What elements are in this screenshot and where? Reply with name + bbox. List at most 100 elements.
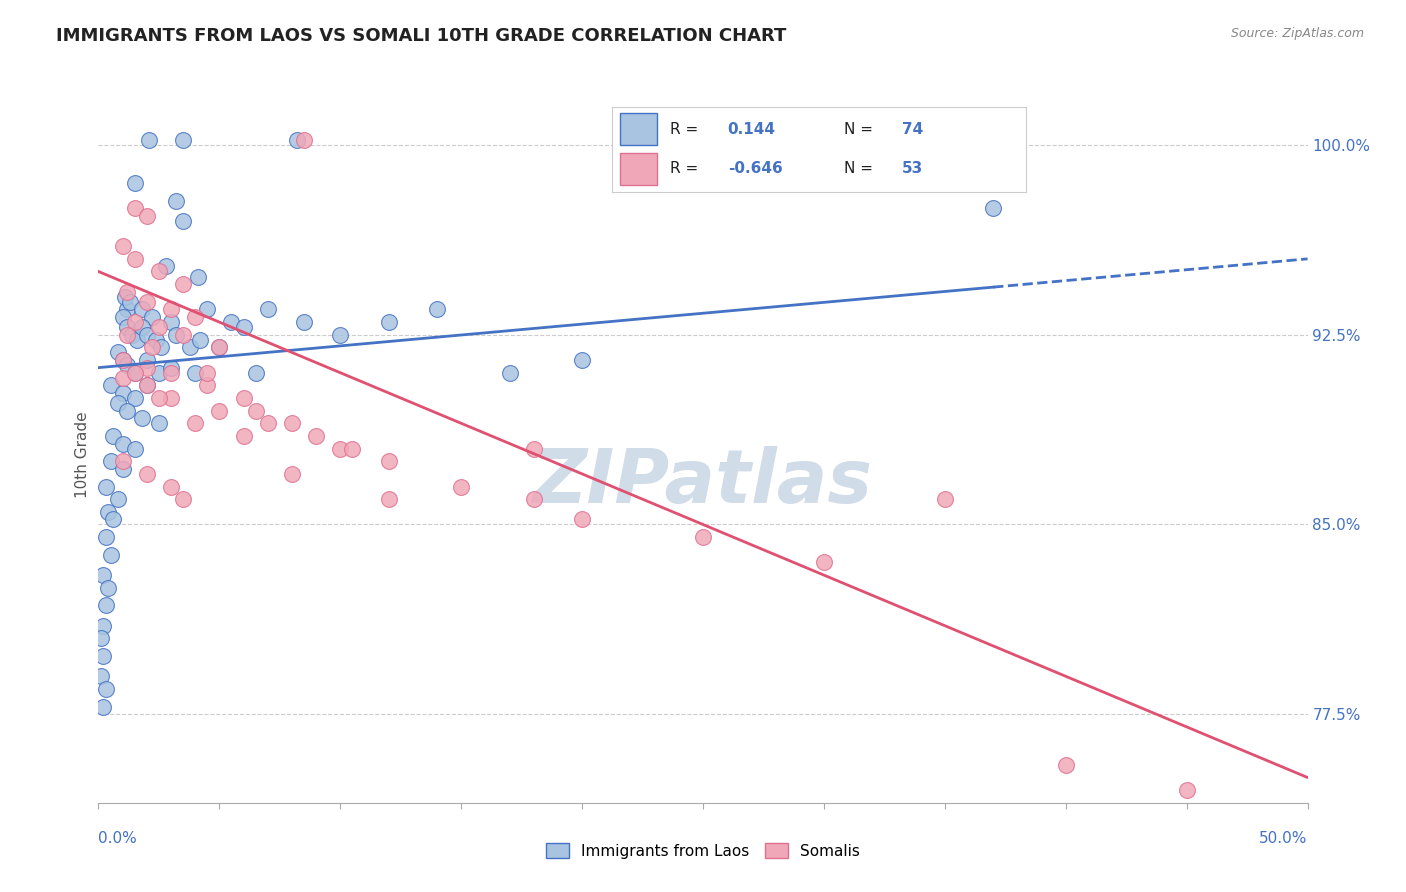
Point: [523, 442, 546, 456]
Point: [91, 618, 114, 632]
Point: [141, 310, 163, 324]
Point: [195, 366, 218, 380]
Point: [426, 302, 449, 317]
Point: [281, 467, 304, 481]
Point: [450, 479, 472, 493]
Point: [172, 133, 194, 147]
Point: [221, 315, 243, 329]
Point: [117, 327, 139, 342]
Text: R =: R =: [669, 121, 697, 136]
Point: [124, 176, 146, 190]
Point: [813, 556, 835, 570]
Point: [256, 302, 278, 317]
Point: [160, 479, 183, 493]
Text: 0.0%: 0.0%: [98, 830, 138, 846]
Point: [256, 417, 278, 431]
Point: [342, 442, 364, 456]
Text: R =: R =: [669, 161, 697, 177]
Point: [114, 290, 136, 304]
Point: [91, 648, 114, 663]
Point: [90, 669, 112, 683]
Point: [148, 417, 170, 431]
Point: [91, 699, 114, 714]
Point: [172, 277, 194, 292]
Point: [208, 340, 231, 354]
Point: [111, 239, 134, 253]
Point: [97, 505, 120, 519]
Point: [135, 378, 157, 392]
Point: [111, 370, 134, 384]
Point: [1175, 783, 1198, 797]
Text: 53: 53: [903, 161, 924, 177]
Point: [160, 391, 183, 405]
Point: [245, 366, 267, 380]
Point: [160, 315, 183, 329]
Point: [498, 366, 520, 380]
Point: [165, 327, 187, 342]
Point: [131, 302, 153, 317]
Point: [285, 133, 308, 147]
Point: [121, 327, 143, 342]
Point: [571, 353, 593, 368]
Point: [184, 366, 207, 380]
Point: [107, 345, 129, 359]
Text: N =: N =: [844, 161, 873, 177]
Point: [100, 548, 122, 562]
Point: [124, 391, 146, 405]
Text: N =: N =: [844, 121, 873, 136]
Point: [195, 302, 218, 317]
Point: [111, 310, 134, 324]
Point: [165, 194, 187, 208]
Point: [135, 360, 157, 375]
Point: [111, 353, 134, 368]
Point: [135, 378, 157, 392]
Point: [934, 492, 956, 507]
Text: ZIPatlas: ZIPatlas: [533, 446, 873, 519]
Point: [160, 360, 183, 375]
Point: [292, 315, 315, 329]
Point: [111, 454, 134, 468]
Point: [117, 358, 139, 372]
Point: [208, 340, 231, 354]
Point: [292, 133, 315, 147]
Point: [124, 201, 146, 215]
Point: [111, 436, 134, 450]
Text: 50.0%: 50.0%: [1260, 830, 1308, 846]
Point: [94, 530, 117, 544]
Point: [124, 252, 146, 266]
Point: [232, 320, 254, 334]
Point: [141, 340, 163, 354]
Point: [107, 492, 129, 507]
Point: [117, 320, 139, 334]
Point: [179, 340, 201, 354]
Point: [111, 462, 134, 476]
Point: [127, 333, 149, 347]
Point: [184, 417, 207, 431]
Point: [131, 320, 153, 334]
Point: [172, 327, 194, 342]
Point: [150, 340, 173, 354]
Point: [94, 599, 117, 613]
Point: [135, 294, 157, 309]
Text: Source: ZipAtlas.com: Source: ZipAtlas.com: [1230, 27, 1364, 40]
FancyBboxPatch shape: [620, 113, 657, 145]
Point: [135, 209, 157, 223]
Point: [281, 417, 304, 431]
Point: [160, 366, 183, 380]
Point: [117, 403, 139, 417]
Point: [148, 264, 170, 278]
Point: [101, 512, 124, 526]
Point: [124, 315, 146, 329]
Point: [135, 467, 157, 481]
Point: [118, 294, 141, 309]
Point: [160, 302, 183, 317]
Point: [245, 403, 267, 417]
Text: 74: 74: [903, 121, 924, 136]
Point: [184, 310, 207, 324]
Point: [195, 378, 218, 392]
Point: [111, 386, 134, 401]
Point: [187, 269, 209, 284]
Point: [135, 327, 157, 342]
Point: [188, 333, 211, 347]
Point: [117, 302, 139, 317]
